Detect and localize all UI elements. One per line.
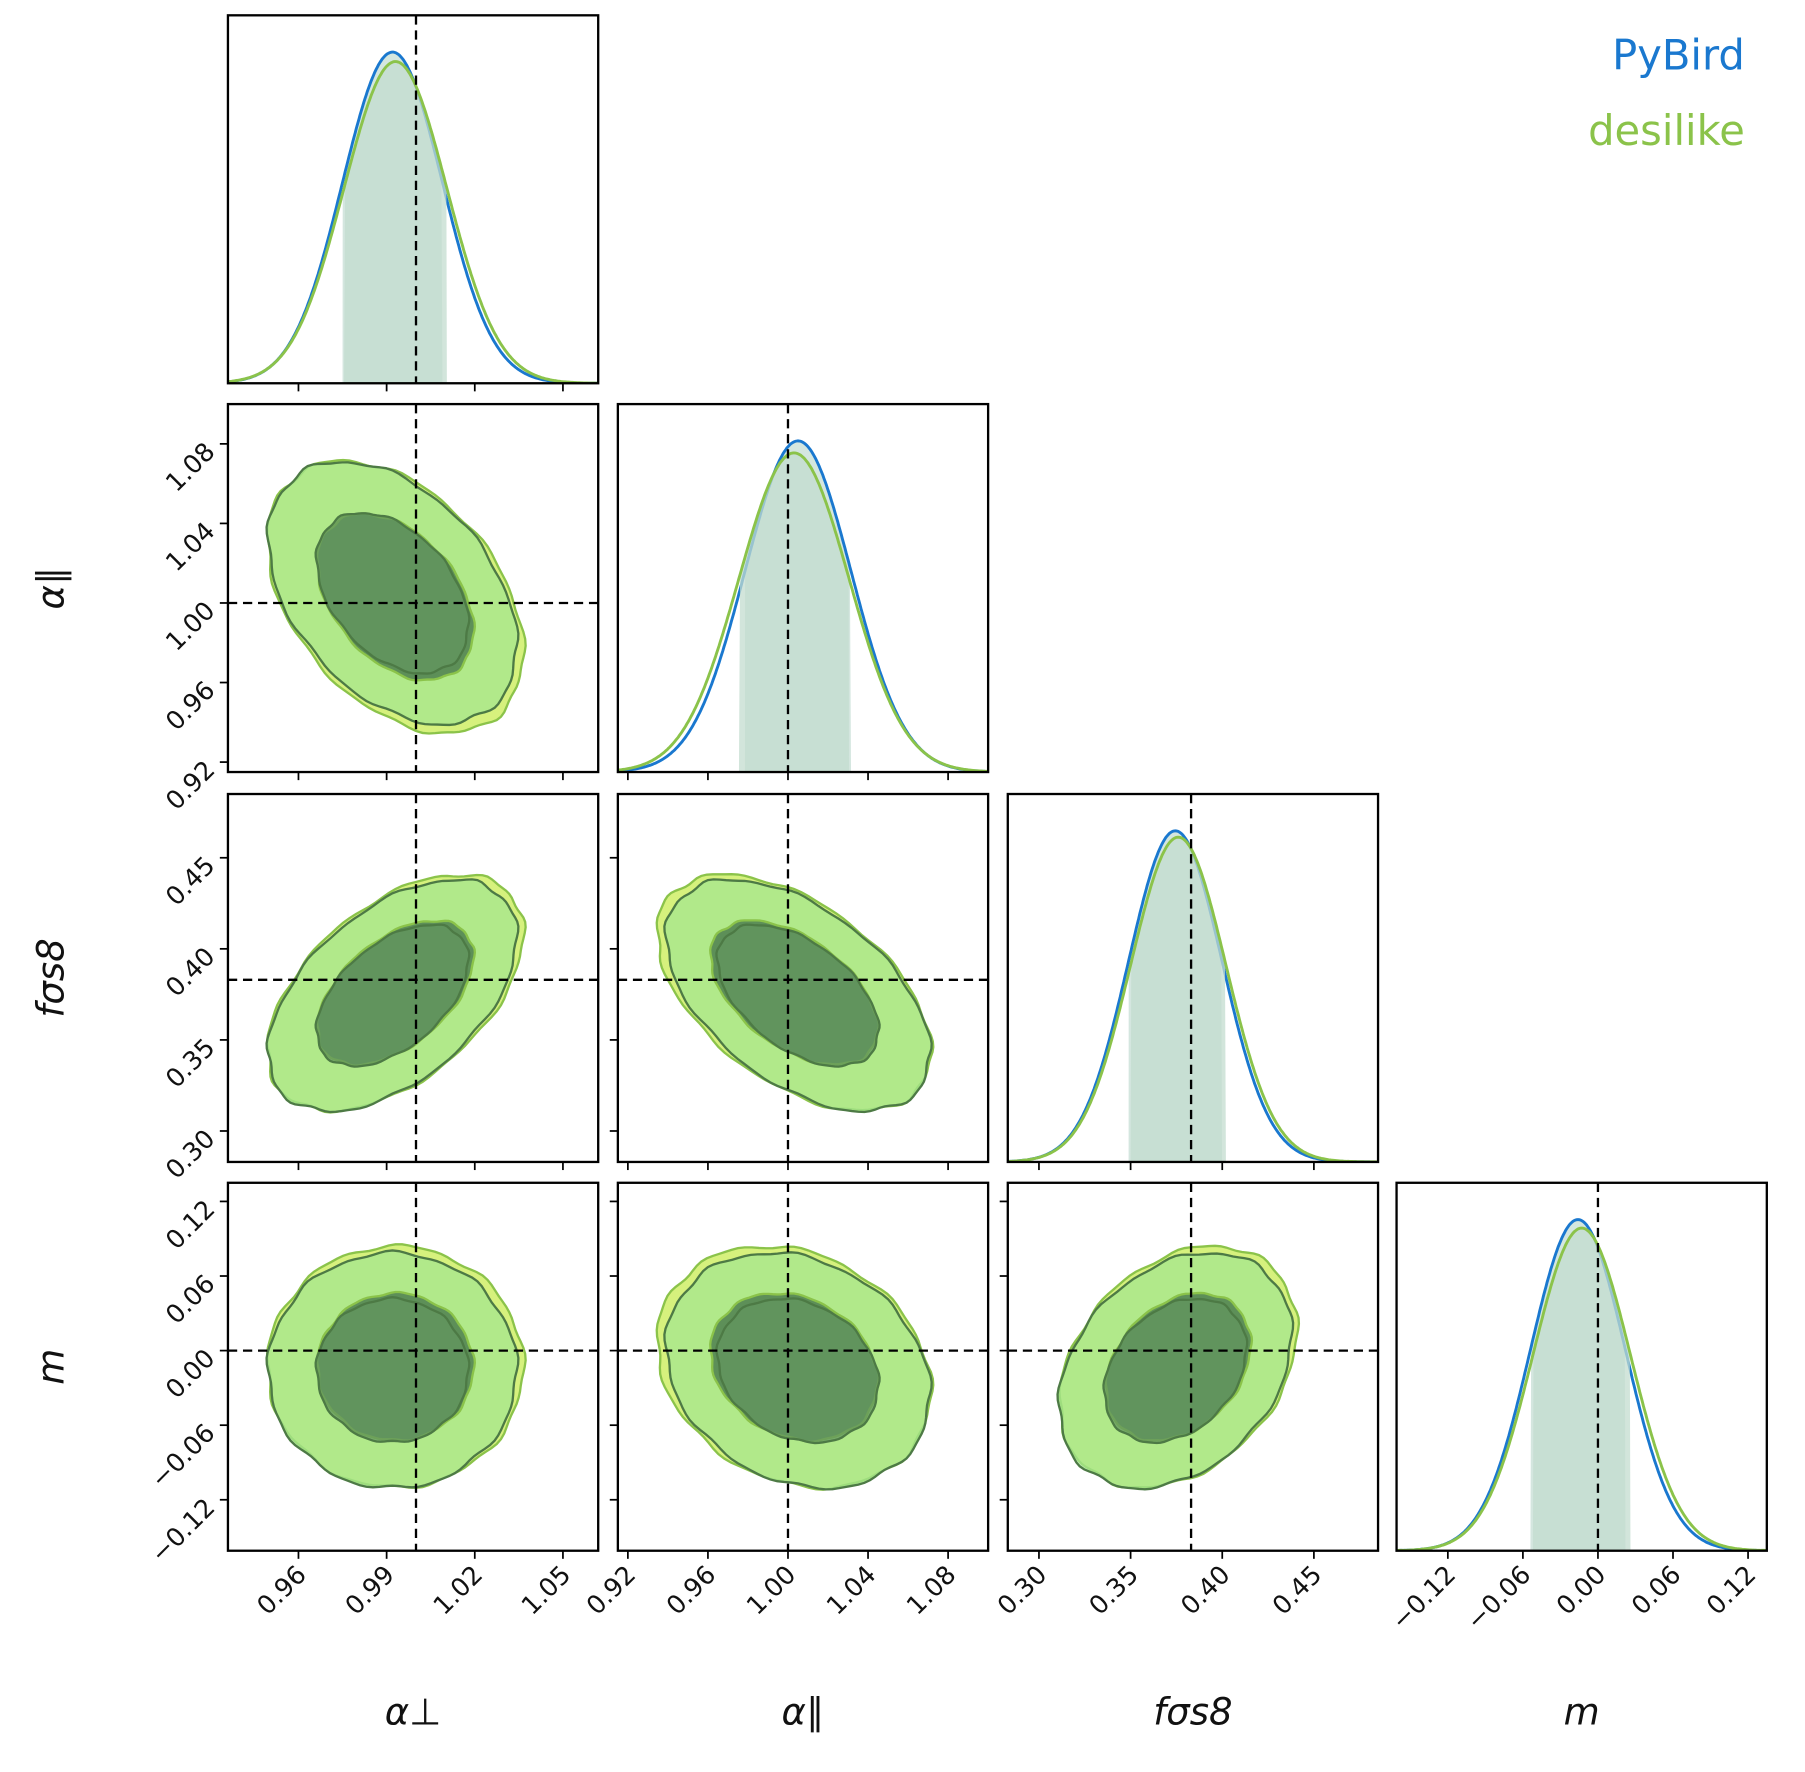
contour: [1102, 1297, 1249, 1445]
x-tick-label: 0.45: [1267, 1560, 1328, 1621]
panel: [1007, 794, 1379, 1162]
x-tick-label: 1.02: [428, 1560, 489, 1621]
y-tick-label: 0.45: [160, 851, 221, 912]
y-tick-label: 1.08: [160, 437, 221, 498]
contour: [314, 512, 471, 675]
x-tick-label: 0.96: [661, 1560, 722, 1621]
legend-entry: desilike: [1588, 106, 1745, 155]
x-tick-label: 0.35: [1084, 1560, 1145, 1621]
x-tick-label: 0.06: [1626, 1560, 1687, 1621]
x-tick-label: 0.92: [581, 1560, 642, 1621]
y-tick-label: 0.12: [160, 1194, 221, 1255]
panel: [1007, 1182, 1379, 1551]
panel: [1396, 1182, 1767, 1551]
panel: [617, 794, 989, 1162]
y-tick-label: −0.12: [145, 1493, 221, 1569]
panel-frame: [226, 1181, 600, 1552]
panel-frame: [616, 1181, 990, 1552]
panel-frame: [1006, 792, 1380, 1164]
contour: [715, 1297, 881, 1445]
panel: [227, 794, 599, 1162]
y-tick-label: −0.06: [145, 1418, 221, 1494]
marginal-curve: [227, 60, 599, 384]
y-tick-label: 1.04: [160, 516, 221, 577]
x-tick-label: 0.99: [340, 1560, 401, 1621]
x-tick-label: 0.40: [1175, 1560, 1236, 1621]
x-tick-label: 1.08: [901, 1560, 962, 1621]
x-tick-label: 1.05: [516, 1560, 577, 1621]
y-axis-label: m: [30, 1349, 73, 1385]
marginal-curve: [1396, 1226, 1767, 1551]
y-tick-label: 0.92: [160, 755, 221, 816]
x-axis-label: α∥: [782, 1690, 825, 1733]
panel-frame: [226, 14, 600, 385]
contour: [314, 1296, 471, 1443]
sigma-band: [1130, 837, 1226, 1162]
panel: [227, 1182, 599, 1551]
panel: [227, 15, 599, 384]
y-tick-label: 1.00: [160, 596, 221, 657]
panel: [617, 1182, 989, 1551]
y-tick-label: 0.40: [160, 942, 221, 1003]
x-tick-label: 1.00: [741, 1560, 802, 1621]
y-tick-label: 0.35: [160, 1033, 221, 1094]
y-tick-label: 0.06: [160, 1269, 221, 1330]
panel-frame: [616, 402, 990, 774]
y-tick-label: 0.30: [160, 1124, 221, 1185]
contour: [314, 923, 471, 1068]
contour: [715, 923, 881, 1068]
legend-entry: PyBird: [1612, 31, 1745, 80]
sigma-band: [344, 61, 447, 384]
x-tick-label: 0.12: [1701, 1560, 1762, 1621]
marginal-curve: [1007, 835, 1379, 1162]
panel-frame: [1395, 1181, 1768, 1552]
x-tick-label: 0.96: [251, 1560, 312, 1621]
marginal-curve: [617, 451, 989, 773]
panel: [617, 404, 989, 773]
y-tick-label: 0.96: [160, 676, 221, 737]
x-tick-label: −0.06: [1461, 1560, 1537, 1636]
y-axis-label: fσs8: [30, 938, 73, 1017]
x-axis-label: fσs8: [1153, 1690, 1232, 1733]
panel-frame: [1006, 1181, 1380, 1552]
sigma-band: [738, 452, 850, 773]
y-axis-label: α∥: [30, 567, 73, 610]
panel-frame: [616, 792, 990, 1164]
sigma-band: [1532, 1228, 1631, 1551]
x-tick-label: 0.00: [1551, 1560, 1612, 1621]
panel: [227, 404, 599, 773]
panel-frame: [226, 792, 600, 1164]
y-tick-label: 0.00: [160, 1344, 221, 1405]
x-tick-label: 1.04: [821, 1560, 882, 1621]
x-tick-label: 0.30: [992, 1560, 1053, 1621]
x-tick-label: −0.12: [1386, 1560, 1462, 1636]
x-axis-label: m: [1564, 1690, 1600, 1733]
panel-frame: [226, 402, 600, 774]
x-axis-label: α⊥: [385, 1690, 442, 1733]
